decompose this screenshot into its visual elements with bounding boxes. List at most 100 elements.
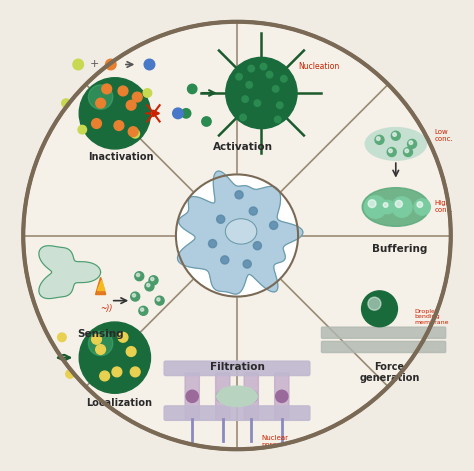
Circle shape [209, 240, 217, 248]
Circle shape [202, 117, 211, 126]
Circle shape [146, 284, 150, 287]
Circle shape [248, 65, 255, 72]
Circle shape [157, 298, 160, 301]
Circle shape [217, 390, 229, 402]
Text: +: + [90, 59, 99, 70]
Circle shape [96, 345, 106, 354]
Circle shape [217, 215, 225, 223]
Circle shape [137, 273, 140, 276]
Circle shape [118, 86, 128, 96]
FancyBboxPatch shape [216, 373, 230, 420]
Circle shape [140, 308, 144, 311]
Circle shape [91, 334, 101, 344]
Circle shape [114, 121, 124, 130]
Circle shape [149, 276, 158, 285]
Circle shape [73, 59, 83, 70]
Circle shape [395, 200, 402, 208]
Circle shape [91, 119, 101, 129]
Circle shape [221, 256, 229, 264]
Circle shape [364, 196, 387, 218]
Circle shape [235, 191, 243, 199]
Circle shape [276, 102, 283, 108]
Polygon shape [39, 246, 100, 299]
Circle shape [88, 85, 113, 109]
Circle shape [405, 149, 409, 153]
FancyBboxPatch shape [274, 373, 289, 420]
Circle shape [409, 141, 413, 145]
Text: Sensing: Sensing [77, 329, 124, 339]
Circle shape [130, 367, 140, 377]
Circle shape [392, 197, 412, 217]
Text: Filtration: Filtration [210, 362, 264, 372]
Circle shape [131, 292, 140, 301]
Circle shape [375, 135, 384, 144]
Circle shape [79, 78, 150, 149]
Circle shape [260, 63, 267, 70]
FancyBboxPatch shape [321, 341, 446, 353]
Circle shape [266, 72, 273, 78]
Circle shape [112, 367, 122, 377]
Circle shape [368, 297, 381, 310]
Circle shape [132, 294, 136, 297]
Circle shape [128, 127, 138, 137]
Circle shape [226, 57, 297, 129]
Circle shape [144, 59, 155, 70]
Text: Force
generation: Force generation [359, 362, 420, 383]
Circle shape [383, 203, 388, 207]
Ellipse shape [365, 128, 426, 160]
FancyBboxPatch shape [244, 373, 258, 420]
Circle shape [362, 291, 397, 327]
Circle shape [58, 333, 66, 341]
Circle shape [96, 98, 106, 108]
Text: ~)): ~)) [100, 304, 113, 313]
Text: Droplet
bending
membrane: Droplet bending membrane [414, 309, 448, 325]
Circle shape [145, 282, 154, 291]
Circle shape [249, 207, 257, 215]
Circle shape [78, 125, 87, 134]
Circle shape [143, 89, 152, 97]
Circle shape [131, 130, 139, 138]
Circle shape [376, 137, 380, 140]
FancyBboxPatch shape [164, 406, 310, 420]
Circle shape [393, 133, 396, 137]
Circle shape [246, 81, 253, 88]
Circle shape [186, 390, 198, 402]
Circle shape [281, 75, 287, 82]
FancyBboxPatch shape [321, 327, 446, 338]
Circle shape [245, 390, 257, 402]
Text: High
conc.: High conc. [435, 201, 453, 213]
Circle shape [236, 73, 242, 80]
FancyBboxPatch shape [164, 361, 310, 375]
Circle shape [242, 96, 248, 102]
Circle shape [368, 200, 376, 208]
Circle shape [273, 86, 279, 92]
Circle shape [381, 200, 394, 214]
Circle shape [253, 242, 262, 250]
Circle shape [118, 333, 128, 342]
Circle shape [254, 100, 261, 106]
Circle shape [387, 147, 396, 156]
Circle shape [389, 149, 392, 153]
Circle shape [151, 277, 154, 281]
Circle shape [102, 84, 111, 94]
Circle shape [270, 221, 278, 229]
Circle shape [417, 202, 423, 207]
Polygon shape [98, 280, 105, 291]
Circle shape [126, 347, 136, 357]
Circle shape [155, 296, 164, 305]
Circle shape [408, 139, 417, 148]
Circle shape [176, 174, 298, 297]
Text: Activation: Activation [213, 142, 273, 152]
Text: Buffering: Buffering [372, 244, 428, 254]
Circle shape [135, 272, 144, 281]
Circle shape [240, 114, 246, 121]
Polygon shape [177, 171, 303, 294]
Polygon shape [96, 277, 106, 294]
Circle shape [66, 370, 74, 378]
Ellipse shape [225, 219, 257, 244]
Text: Low
conc.: Low conc. [435, 129, 453, 142]
Text: Inactivation: Inactivation [88, 152, 154, 162]
Circle shape [173, 108, 183, 119]
Circle shape [139, 306, 148, 315]
Text: Nucleation: Nucleation [298, 62, 339, 71]
